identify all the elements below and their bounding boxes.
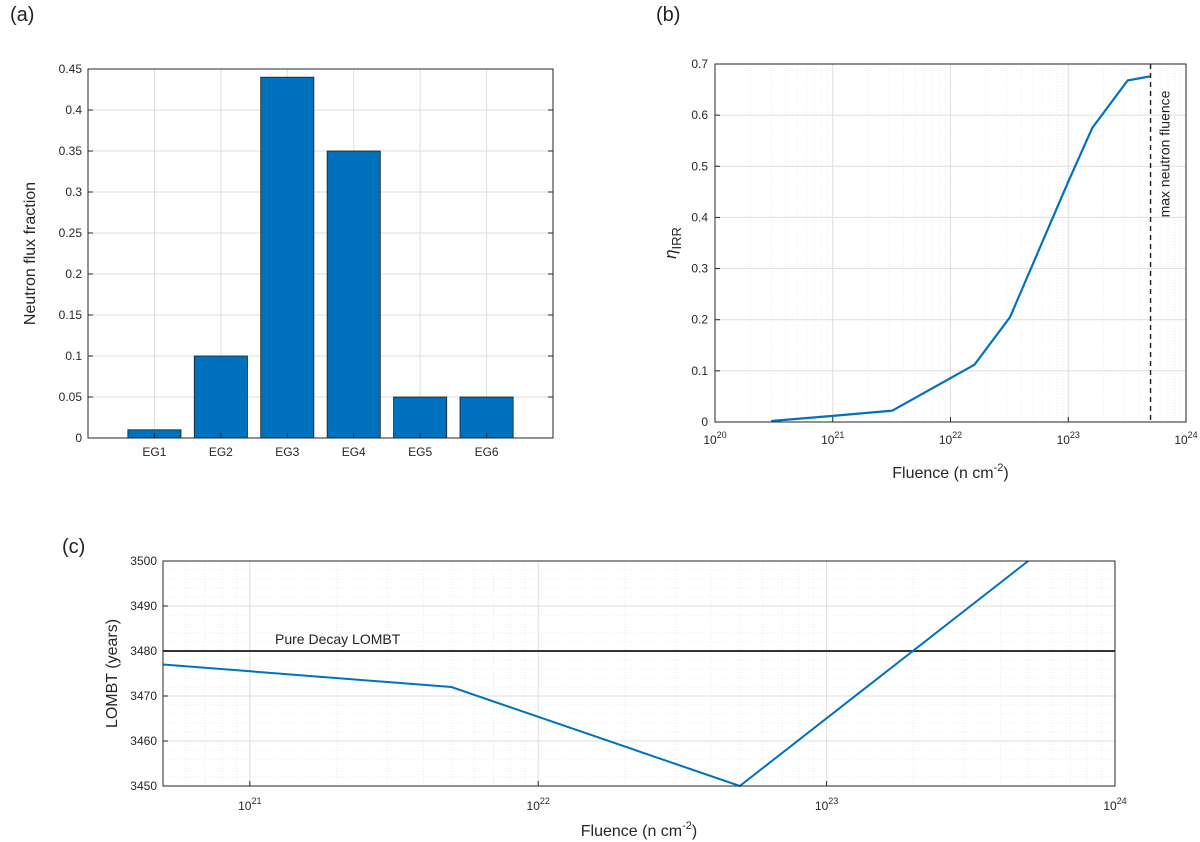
a-ytick-label: 0.2 xyxy=(65,267,82,281)
b-xtick-label: 1023 xyxy=(1057,430,1080,447)
c-ytick-label: 3480 xyxy=(130,644,157,658)
a-xtick-label: EG6 xyxy=(475,445,499,459)
c-xtick-label: 1022 xyxy=(527,796,550,813)
b-ytick-label: 0.4 xyxy=(691,210,708,224)
a-bar-eg2 xyxy=(193,355,248,439)
panel-label-b: (b) xyxy=(656,4,681,26)
b-ytick-label: 0.3 xyxy=(691,262,708,276)
chart-a: 0 0.05 0.1 0.15 0.2 0.25 0.3 0.35 0.4 0.45 EG1 EG2 E… xyxy=(22,62,554,459)
a-bar-eg5 xyxy=(393,396,448,439)
b-series-line xyxy=(771,75,1151,423)
a-xtick-label: EG4 xyxy=(342,445,366,459)
a-xtick-label: EG5 xyxy=(408,445,432,459)
a-bar-eg4 xyxy=(326,150,381,439)
c-ytick-label: 3490 xyxy=(130,599,157,613)
a-ytick-label: 0.4 xyxy=(65,103,82,117)
a-ytick-label: 0.35 xyxy=(59,144,83,158)
b-ytick-label: 0 xyxy=(701,415,708,429)
c-ytick-label: 3500 xyxy=(130,554,157,568)
b-ytick-label: 0.2 xyxy=(691,313,708,327)
c-xtick-label: 1023 xyxy=(815,796,838,813)
a-ytick-label: 0.3 xyxy=(65,185,82,199)
c-plot-frame xyxy=(162,560,1116,787)
b-plot-frame xyxy=(714,63,1187,423)
chart-b: 1020 1021 1022 1023 1024 0 0.1 0.2 0.3 0.4 0.5 0.6 0… xyxy=(661,57,1198,482)
c-series-line xyxy=(162,560,1029,788)
c-xlabel: Fluence (n cm-2) xyxy=(581,820,697,840)
b-reference-label: max neutron fluence xyxy=(1157,90,1173,217)
b-ytick-label: 0.5 xyxy=(691,159,708,173)
c-xtick-label: 1021 xyxy=(238,796,261,813)
a-xtick-label: EG2 xyxy=(209,445,233,459)
a-bar-eg3 xyxy=(260,76,315,439)
c-ytick-label: 3450 xyxy=(130,779,157,793)
c-ytick-label: 3470 xyxy=(130,689,157,703)
a-xtick-label: EG1 xyxy=(142,445,166,459)
b-xtick-label: 1022 xyxy=(939,430,962,447)
a-ytick-label: 0.05 xyxy=(59,390,83,404)
b-xtick-label: 1024 xyxy=(1174,430,1197,447)
a-ytick-label: 0.45 xyxy=(59,62,83,76)
c-xtick-label: 1024 xyxy=(1103,796,1126,813)
c-reference-label: Pure Decay LOMBT xyxy=(275,631,401,647)
c-ytick-label: 3460 xyxy=(130,734,157,748)
a-ytick-label: 0.25 xyxy=(59,226,83,240)
c-ylabel: LOMBT (years) xyxy=(104,619,121,728)
a-ytick-label: 0.1 xyxy=(65,349,82,363)
chart-c: 1021 1022 1023 1024 3450 3460 3470 3480 3490 3500… xyxy=(104,554,1127,840)
b-ylabel: ηIRR xyxy=(661,227,684,259)
a-ytick-label: 0 xyxy=(75,431,82,445)
b-ytick-label: 0.1 xyxy=(691,364,708,378)
panel-label-c: (c) xyxy=(62,536,86,558)
a-ytick-label: 0.15 xyxy=(59,308,83,322)
b-ytick-label: 0.7 xyxy=(691,57,708,71)
b-xtick-label: 1021 xyxy=(821,430,844,447)
a-xtick-label: EG3 xyxy=(275,445,299,459)
a-bar-eg6 xyxy=(459,396,514,439)
b-xlabel: Fluence (n cm-2) xyxy=(892,462,1008,482)
b-xtick-label: 1020 xyxy=(703,430,726,447)
b-ytick-label: 0.6 xyxy=(691,108,708,122)
a-plot-frame xyxy=(87,68,554,439)
a-ylabel: Neutron flux fraction xyxy=(22,182,39,325)
panel-label-a: (a) xyxy=(10,4,35,26)
